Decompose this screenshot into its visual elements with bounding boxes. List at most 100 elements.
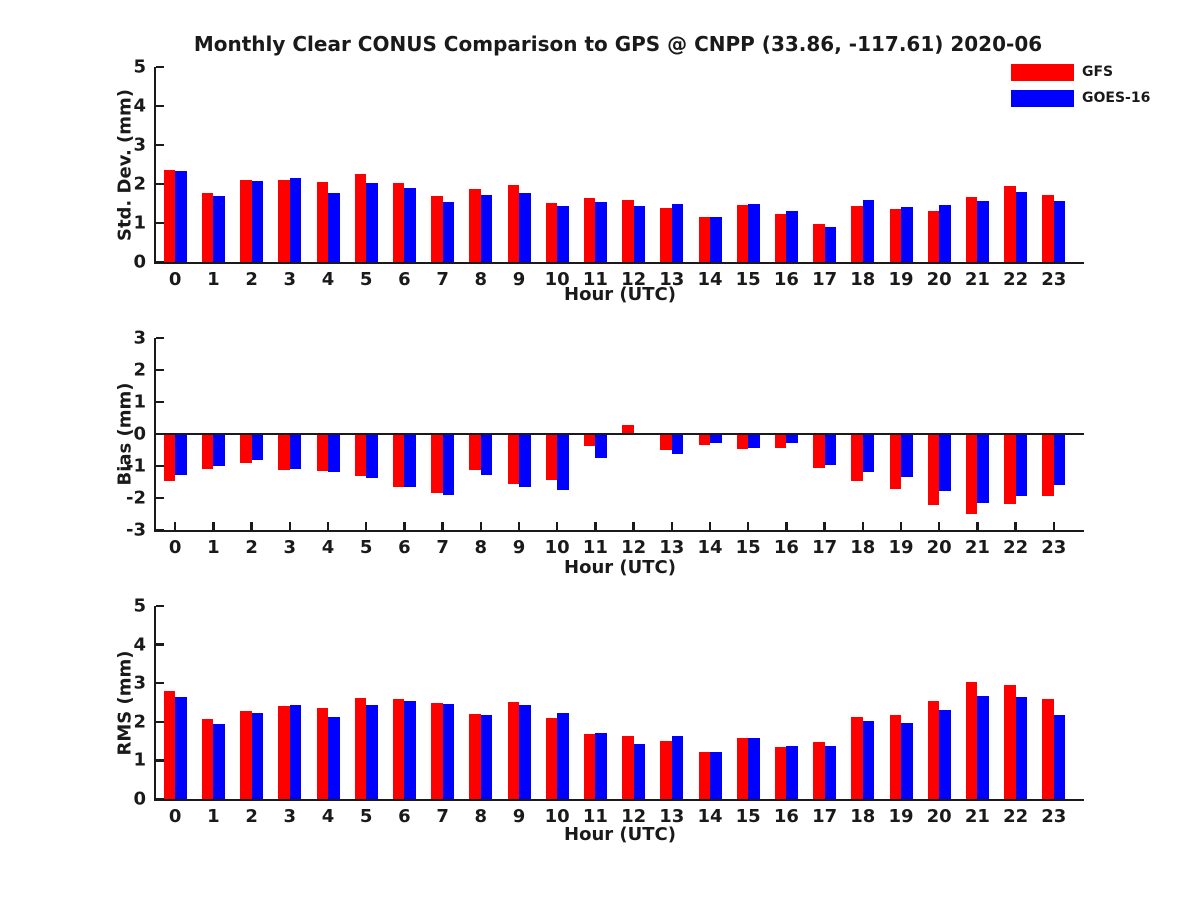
bar-goes-16-hour-12 bbox=[633, 205, 646, 262]
x-tick-label: 17 bbox=[812, 806, 838, 827]
y-tick bbox=[156, 336, 164, 340]
x-tick-label: 4 bbox=[321, 537, 335, 558]
bar-gfs-hour-7 bbox=[431, 702, 443, 799]
y-tick-label: 0 bbox=[133, 788, 146, 810]
bar-gfs-hour-4 bbox=[316, 707, 328, 799]
x-tick-label: 6 bbox=[398, 537, 411, 558]
bar-gfs-hour-11 bbox=[583, 197, 596, 262]
x-tick-label: 8 bbox=[474, 806, 488, 827]
x-tick-label: 11 bbox=[582, 806, 608, 827]
bar-gfs-hour-5 bbox=[354, 173, 367, 262]
bar-gfs-hour-13 bbox=[660, 434, 672, 450]
bar-goes-16-hour-17 bbox=[824, 745, 837, 799]
bar-goes-16-hour-19 bbox=[901, 207, 913, 262]
legend-entry-goes16: GOES-16 bbox=[1011, 90, 1150, 107]
bar-gfs-hour-11 bbox=[583, 734, 596, 799]
x-tick-label: 9 bbox=[512, 537, 526, 558]
bar-gfs-hour-10 bbox=[545, 202, 558, 262]
x-tick-label: 10 bbox=[544, 537, 570, 558]
bar-goes-16-hour-0 bbox=[175, 434, 187, 475]
bar-gfs-hour-2 bbox=[240, 711, 252, 799]
bar-gfs-hour-18 bbox=[851, 206, 863, 262]
y-tick-label: 5 bbox=[133, 56, 146, 78]
bar-gfs-hour-16 bbox=[774, 434, 787, 448]
bar-goes-16-hour-13 bbox=[671, 735, 684, 799]
bar-gfs-hour-16 bbox=[774, 747, 787, 799]
y-tick bbox=[156, 143, 164, 147]
bar-goes-16-hour-18 bbox=[862, 434, 875, 473]
bar-goes-16-hour-10 bbox=[557, 712, 569, 799]
x-tick bbox=[938, 522, 941, 530]
bar-gfs-hour-14 bbox=[698, 434, 710, 445]
bar-goes-16-hour-10 bbox=[557, 206, 569, 262]
bar-goes-16-hour-7 bbox=[442, 703, 455, 799]
bar-gfs-hour-11 bbox=[583, 434, 596, 447]
bar-goes-16-hour-7 bbox=[442, 201, 455, 262]
bar-gfs-hour-23 bbox=[1042, 434, 1054, 497]
bar-gfs-hour-20 bbox=[927, 210, 940, 262]
x-tick-label: 21 bbox=[964, 269, 990, 290]
bar-gfs-hour-2 bbox=[240, 434, 252, 463]
x-tick-label: 5 bbox=[359, 806, 373, 827]
bar-goes-16-hour-1 bbox=[213, 724, 225, 799]
x-tick-label: 15 bbox=[735, 537, 761, 558]
bar-goes-16-hour-15 bbox=[748, 203, 760, 262]
bar-gfs-hour-8 bbox=[469, 434, 481, 471]
y-axis-label-rms: RMS (mm) bbox=[114, 650, 136, 755]
y-tick bbox=[156, 720, 164, 723]
x-tick-label: 18 bbox=[850, 806, 876, 827]
x-tick-label: 6 bbox=[398, 269, 411, 290]
legend-label-goes16: GOES-16 bbox=[1082, 90, 1151, 106]
bar-goes-16-hour-22 bbox=[1015, 697, 1028, 799]
bar-gfs-hour-2 bbox=[240, 180, 252, 262]
x-tick bbox=[976, 522, 979, 530]
bar-gfs-hour-10 bbox=[545, 718, 558, 799]
x-tick-label: 3 bbox=[283, 537, 297, 558]
bar-gfs-hour-12 bbox=[622, 425, 634, 434]
bar-goes-16-hour-2 bbox=[251, 434, 264, 460]
x-tick bbox=[174, 522, 177, 530]
x-tick-label: 12 bbox=[621, 537, 647, 558]
x-tick-label: 11 bbox=[582, 269, 608, 290]
x-tick-label: 14 bbox=[697, 269, 723, 290]
y-tick bbox=[156, 104, 164, 108]
y-tick-label: 1 bbox=[133, 212, 146, 234]
bar-goes-16-hour-14 bbox=[710, 434, 722, 443]
bar-gfs-hour-7 bbox=[431, 195, 443, 262]
y-tick bbox=[156, 400, 164, 404]
y-tick bbox=[156, 797, 164, 801]
bar-gfs-hour-9 bbox=[507, 185, 519, 262]
y-axis-label-std-dev: Std. Dev. (mm) bbox=[114, 88, 136, 241]
bar-gfs-hour-20 bbox=[927, 434, 940, 505]
bar-gfs-hour-19 bbox=[889, 434, 901, 490]
x-tick-label: 20 bbox=[926, 537, 952, 558]
y-tick-label: 4 bbox=[133, 95, 146, 117]
bar-gfs-hour-15 bbox=[736, 205, 749, 262]
bar-gfs-hour-21 bbox=[965, 196, 978, 262]
x-tick-label: 2 bbox=[245, 269, 258, 290]
bar-goes-16-hour-9 bbox=[519, 705, 531, 799]
x-tick-label: 15 bbox=[735, 269, 761, 290]
y-tick-label: 3 bbox=[133, 327, 146, 349]
y-tick bbox=[156, 604, 164, 608]
y-tick-label: -3 bbox=[126, 519, 146, 541]
bar-gfs-hour-19 bbox=[889, 715, 901, 799]
goes16-color-swatch bbox=[1011, 90, 1074, 107]
y-tick bbox=[156, 221, 164, 225]
x-tick bbox=[212, 522, 215, 530]
x-tick-label: 2 bbox=[245, 806, 258, 827]
bar-gfs-hour-3 bbox=[278, 180, 290, 262]
bar-goes-16-hour-9 bbox=[519, 434, 531, 488]
x-tick-label: 0 bbox=[168, 806, 182, 827]
bar-gfs-hour-20 bbox=[927, 700, 940, 799]
y-tick-label: 4 bbox=[133, 634, 146, 656]
bar-goes-16-hour-8 bbox=[480, 715, 493, 799]
bar-goes-16-hour-14 bbox=[710, 216, 722, 262]
bar-gfs-hour-17 bbox=[813, 434, 825, 468]
y-tick bbox=[156, 759, 164, 762]
y-tick-label: 2 bbox=[133, 359, 146, 381]
x-tick bbox=[479, 522, 482, 530]
bar-gfs-hour-0 bbox=[163, 434, 176, 482]
